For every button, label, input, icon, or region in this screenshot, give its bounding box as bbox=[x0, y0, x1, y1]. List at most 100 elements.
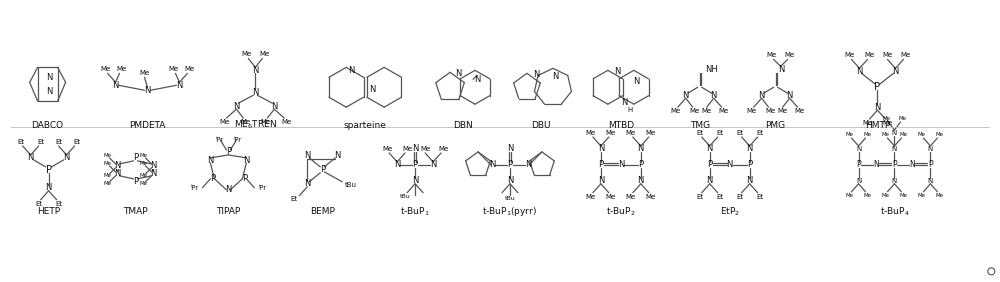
Text: P: P bbox=[747, 160, 752, 169]
Text: P: P bbox=[928, 160, 933, 169]
Text: Me: Me bbox=[646, 130, 656, 136]
Text: Et: Et bbox=[290, 196, 297, 202]
Text: HETP: HETP bbox=[37, 207, 60, 216]
Text: Me: Me bbox=[606, 194, 616, 200]
Text: N: N bbox=[707, 144, 713, 153]
Text: Me: Me bbox=[863, 193, 871, 198]
Text: N: N bbox=[225, 185, 232, 194]
Text: P: P bbox=[856, 160, 861, 169]
Text: N: N bbox=[892, 130, 897, 136]
Text: N: N bbox=[271, 102, 278, 111]
Text: ⁱPr: ⁱPr bbox=[190, 185, 198, 191]
Text: Me: Me bbox=[139, 181, 147, 186]
Text: Et: Et bbox=[736, 194, 743, 200]
Text: N: N bbox=[304, 179, 310, 188]
Text: Me: Me bbox=[862, 120, 873, 126]
Text: P: P bbox=[598, 160, 603, 169]
Text: P: P bbox=[133, 153, 138, 162]
Text: P: P bbox=[320, 165, 325, 174]
Text: N: N bbox=[252, 88, 259, 97]
Text: N: N bbox=[412, 176, 418, 185]
Text: Et: Et bbox=[696, 130, 703, 136]
Text: N: N bbox=[856, 146, 861, 152]
Text: Me: Me bbox=[219, 119, 230, 125]
Text: N: N bbox=[369, 85, 375, 94]
Text: N: N bbox=[525, 160, 531, 169]
Text: N: N bbox=[455, 69, 461, 78]
Text: Me: Me bbox=[104, 181, 112, 186]
Text: P: P bbox=[242, 174, 247, 183]
Text: N: N bbox=[112, 81, 119, 90]
Text: N: N bbox=[614, 67, 620, 76]
Text: P: P bbox=[874, 82, 880, 92]
Text: t-BuP$_4$: t-BuP$_4$ bbox=[880, 205, 909, 218]
Text: TIPAP: TIPAP bbox=[216, 207, 241, 216]
Text: N: N bbox=[711, 91, 717, 100]
Text: N: N bbox=[150, 161, 157, 170]
Text: N: N bbox=[598, 176, 604, 185]
Text: Me: Me bbox=[240, 119, 250, 125]
Text: N: N bbox=[533, 70, 539, 79]
Text: Me: Me bbox=[606, 130, 616, 136]
Text: N: N bbox=[910, 160, 915, 169]
Text: N: N bbox=[618, 160, 624, 169]
Text: Me: Me bbox=[281, 119, 291, 125]
Text: N: N bbox=[412, 144, 418, 153]
Text: N: N bbox=[144, 86, 151, 95]
Text: Me: Me bbox=[100, 66, 111, 72]
Text: MTBD: MTBD bbox=[608, 121, 634, 129]
Text: N: N bbox=[552, 72, 558, 81]
Text: Me: Me bbox=[899, 131, 907, 136]
Text: N: N bbox=[598, 144, 604, 153]
Text: DBN: DBN bbox=[453, 121, 473, 129]
Text: Me: Me bbox=[139, 173, 147, 178]
Text: N: N bbox=[892, 146, 897, 152]
Text: N: N bbox=[243, 157, 250, 166]
Text: Me: Me bbox=[702, 108, 712, 114]
Text: Me: Me bbox=[671, 108, 681, 114]
Text: Me: Me bbox=[881, 131, 889, 136]
Text: EtP$_2$: EtP$_2$ bbox=[720, 205, 740, 218]
Text: P: P bbox=[210, 174, 215, 183]
Text: N: N bbox=[45, 183, 52, 192]
Text: P: P bbox=[507, 160, 513, 169]
Text: Me: Me bbox=[935, 131, 943, 136]
Text: Me: Me bbox=[777, 108, 788, 114]
Text: Me: Me bbox=[917, 193, 925, 198]
Text: Me: Me bbox=[104, 161, 112, 166]
Text: N: N bbox=[779, 65, 785, 74]
Text: N: N bbox=[856, 67, 863, 76]
Text: Me: Me bbox=[646, 194, 656, 200]
Text: Me: Me bbox=[719, 108, 729, 114]
Text: ⁱPr: ⁱPr bbox=[258, 185, 266, 191]
Text: Me: Me bbox=[844, 52, 855, 58]
Text: Me: Me bbox=[846, 193, 854, 198]
Text: N: N bbox=[394, 160, 400, 169]
Text: t-BuP$_1$(pyrr): t-BuP$_1$(pyrr) bbox=[482, 205, 538, 218]
Text: Me: Me bbox=[690, 108, 700, 114]
Text: N: N bbox=[928, 146, 933, 152]
Text: N: N bbox=[46, 87, 53, 96]
Text: N: N bbox=[207, 157, 214, 166]
Text: Me: Me bbox=[104, 173, 112, 178]
Text: N: N bbox=[114, 161, 121, 170]
Text: N: N bbox=[46, 73, 53, 82]
Text: N: N bbox=[474, 75, 480, 84]
Text: Me: Me bbox=[104, 153, 112, 158]
Text: Me: Me bbox=[382, 146, 392, 152]
Text: P: P bbox=[133, 177, 138, 186]
Text: P: P bbox=[46, 165, 52, 175]
Text: Me: Me bbox=[747, 108, 757, 114]
Text: N: N bbox=[507, 176, 513, 185]
Text: sparteine: sparteine bbox=[344, 121, 387, 129]
Text: Me: Me bbox=[626, 130, 636, 136]
Text: Me: Me bbox=[863, 131, 871, 136]
Text: P: P bbox=[226, 147, 231, 157]
Text: Et: Et bbox=[696, 194, 703, 200]
Text: Me: Me bbox=[900, 52, 911, 58]
Text: Et: Et bbox=[756, 130, 763, 136]
Text: N: N bbox=[707, 176, 713, 185]
Text: Et: Et bbox=[756, 194, 763, 200]
Text: N: N bbox=[746, 176, 753, 185]
Text: HMTP: HMTP bbox=[865, 121, 890, 129]
